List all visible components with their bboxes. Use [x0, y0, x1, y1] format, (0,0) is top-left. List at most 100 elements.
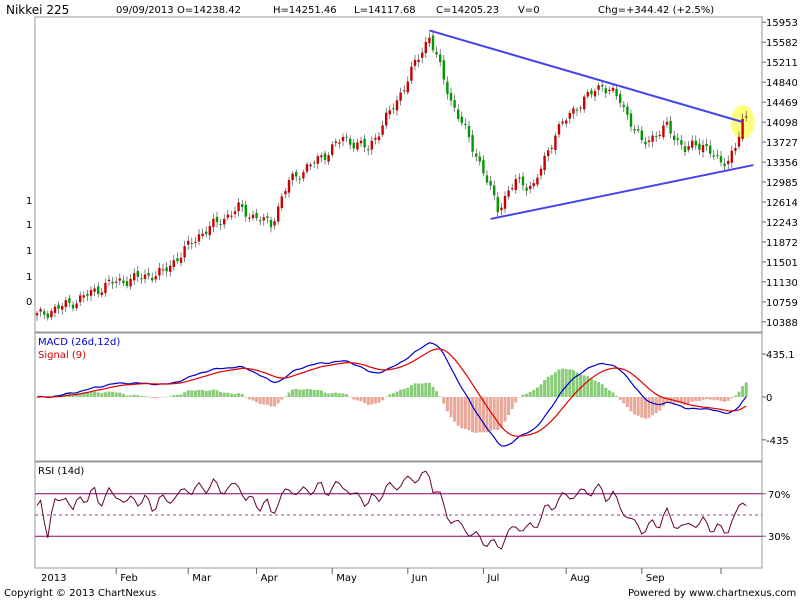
- candle-body: [133, 273, 136, 281]
- candle-body: [691, 140, 694, 148]
- quote-open: O=14238.42: [177, 5, 241, 16]
- macd-histogram-bar: [489, 397, 493, 431]
- candle-body: [338, 142, 341, 144]
- candle-body: [705, 143, 708, 147]
- macd-tick-label: 0: [766, 393, 772, 404]
- candle-body: [669, 120, 672, 134]
- candle-body: [431, 35, 435, 51]
- quote-volume: V=0: [518, 5, 540, 16]
- candle-body: [701, 144, 705, 153]
- candle-body: [557, 124, 561, 135]
- macd-histogram-bar: [730, 397, 734, 399]
- macd-histogram-bar: [247, 397, 251, 400]
- macd-histogram-bar: [93, 391, 97, 397]
- macd-histogram-bar: [330, 392, 334, 397]
- trendline: [490, 164, 754, 220]
- macd-histogram-bar: [219, 392, 223, 397]
- macd-histogram-bar: [240, 394, 244, 397]
- macd-histogram-bar: [143, 396, 147, 397]
- macd-histogram-bar: [575, 372, 579, 397]
- macd-histogram-bar: [208, 390, 212, 397]
- candle-body: [518, 177, 521, 179]
- candle-body: [583, 96, 586, 110]
- candle-body: [471, 135, 474, 152]
- time-axis: 2013 Feb Mar Apr May Jun Jul Aug Sep: [41, 568, 722, 584]
- macd-histogram-bar: [111, 392, 115, 397]
- candle-body: [662, 125, 665, 138]
- macd-histogram-bar: [561, 368, 565, 397]
- macd-histogram-bar: [211, 389, 215, 397]
- macd-histogram-bar: [175, 394, 179, 397]
- candle-body: [345, 136, 348, 138]
- macd-histogram-bar: [438, 396, 442, 397]
- candle-body: [478, 156, 481, 162]
- macd-histogram-bar: [161, 396, 165, 398]
- candle-body: [331, 144, 334, 155]
- macd-histogram-bar: [510, 397, 514, 410]
- macd-histogram-bar: [618, 397, 622, 400]
- candle-body: [313, 162, 316, 164]
- macd-histogram-bar: [190, 390, 194, 397]
- trendlines: [429, 29, 754, 220]
- macd-histogram-bar: [424, 382, 428, 397]
- candle-body: [277, 206, 280, 222]
- macd-histogram-bar: [579, 374, 583, 397]
- macd-histogram-bar: [139, 396, 143, 397]
- price-tick-label: 10759: [766, 298, 798, 309]
- copyright-text: Copyright © 2013 ChartNexus: [4, 588, 156, 599]
- macd-histogram-bar: [525, 393, 529, 397]
- macd-histogram-bar: [352, 397, 356, 400]
- macd-histogram-bar: [132, 394, 136, 397]
- candle-body: [284, 191, 287, 195]
- candle-body: [601, 84, 604, 87]
- macd-histogram-bar: [665, 397, 669, 403]
- candle-body: [230, 215, 233, 217]
- candle-body: [295, 171, 298, 177]
- macd-histogram-bar: [697, 397, 701, 402]
- macd-histogram-bar: [413, 383, 417, 397]
- left-tick-label: 1: [26, 246, 32, 257]
- macd-histogram-bar: [654, 397, 658, 414]
- macd-histogram-bar: [420, 383, 424, 397]
- macd-histogram-bar: [121, 393, 125, 397]
- candle-body: [399, 92, 402, 101]
- macd-histogram-bar: [316, 389, 320, 397]
- candle-body: [734, 148, 737, 151]
- macd-histogram-bar: [481, 397, 485, 433]
- candle-body: [226, 214, 229, 218]
- candle-body: [388, 110, 391, 115]
- candle-body: [68, 298, 71, 303]
- price-tick-label: 12985: [766, 178, 798, 189]
- macd-histogram-bar: [550, 374, 554, 397]
- candle-body: [608, 89, 611, 92]
- macd-histogram-bar: [291, 389, 295, 397]
- candle-body: [453, 100, 456, 108]
- macd-histogram-bar: [366, 397, 370, 405]
- macd-histogram-bar: [399, 389, 403, 397]
- candle-body: [122, 280, 125, 284]
- macd-histogram-bar: [251, 397, 255, 401]
- candle-body: [719, 156, 723, 163]
- candle-body: [475, 153, 478, 157]
- macd-histogram-bar: [733, 395, 737, 397]
- macd-tick-label: 435.1: [766, 350, 795, 361]
- candle-body: [428, 37, 431, 44]
- macd-line: [36, 342, 747, 447]
- candle-body: [446, 81, 449, 95]
- candle-body: [586, 92, 589, 97]
- candle-body: [79, 295, 82, 303]
- macd-histogram-bar: [301, 389, 305, 397]
- candle-body: [82, 295, 85, 298]
- candle-body: [161, 269, 165, 271]
- macd-histogram-bar: [363, 397, 367, 404]
- candle-body: [305, 164, 309, 172]
- macd-histogram-bar: [690, 397, 694, 402]
- candle-body: [381, 125, 384, 135]
- candle-body: [370, 140, 373, 150]
- candle-body: [683, 146, 687, 152]
- candle-body: [89, 290, 93, 296]
- candle-body: [687, 146, 690, 150]
- macd-histogram-bar: [633, 397, 637, 415]
- candle-body: [190, 243, 193, 245]
